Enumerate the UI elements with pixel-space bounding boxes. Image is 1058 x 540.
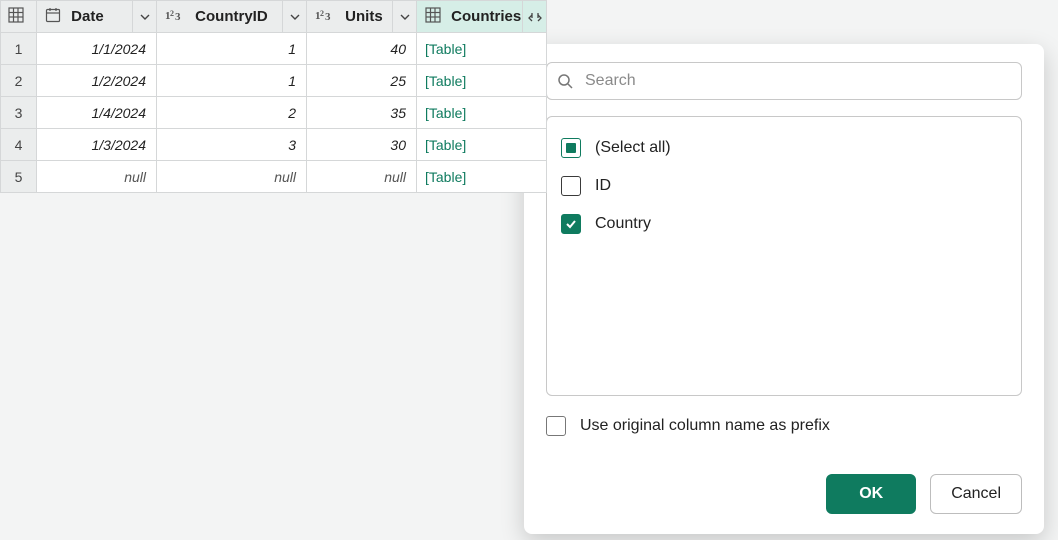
expand-icon — [528, 11, 542, 23]
option-label: Country — [595, 215, 651, 233]
cell-units[interactable]: null — [307, 161, 417, 193]
option-label: ID — [595, 177, 611, 195]
column-filter-button[interactable] — [282, 1, 306, 32]
column-label: Countries — [451, 8, 521, 25]
column-label: Units — [345, 8, 383, 25]
ok-button[interactable]: OK — [826, 474, 916, 514]
table-row[interactable]: 5 null null null [Table] — [1, 161, 547, 193]
column-label: CountryID — [195, 8, 268, 25]
column-select-list: (Select all) ID Country — [546, 116, 1022, 396]
cell-countryid[interactable]: null — [157, 161, 307, 193]
expand-column-button[interactable] — [522, 1, 546, 32]
expand-column-popup: (Select all) ID Country Use original col… — [524, 44, 1044, 534]
cell-countries[interactable]: [Table] — [417, 129, 547, 161]
number-icon: 123 — [165, 7, 185, 27]
row-number[interactable]: 2 — [1, 65, 37, 97]
search-icon — [557, 73, 573, 89]
cell-countries[interactable]: [Table] — [417, 97, 547, 129]
column-header-countries[interactable]: Countries — [417, 1, 547, 33]
cell-date[interactable]: null — [37, 161, 157, 193]
cell-countryid[interactable]: 1 — [157, 65, 307, 97]
table-icon — [425, 7, 441, 27]
column-filter-button[interactable] — [132, 1, 156, 32]
button-label: Cancel — [951, 485, 1001, 503]
cell-units[interactable]: 35 — [307, 97, 417, 129]
cell-units[interactable]: 30 — [307, 129, 417, 161]
header-row: Date 123 CountryID 123 — [1, 1, 547, 33]
search-input[interactable] — [583, 71, 1011, 91]
cell-date[interactable]: 1/3/2024 — [37, 129, 157, 161]
calendar-icon — [45, 7, 61, 27]
cell-countryid[interactable]: 2 — [157, 97, 307, 129]
chevron-down-icon — [290, 14, 300, 20]
table-row[interactable]: 4 1/3/2024 3 30 [Table] — [1, 129, 547, 161]
cancel-button[interactable]: Cancel — [930, 474, 1022, 514]
cell-countryid[interactable]: 1 — [157, 33, 307, 65]
svg-text:2: 2 — [320, 9, 324, 18]
svg-text:3: 3 — [175, 11, 181, 23]
svg-text:3: 3 — [325, 11, 331, 23]
cell-units[interactable]: 40 — [307, 33, 417, 65]
column-header-countryid[interactable]: 123 CountryID — [157, 1, 307, 33]
select-all-rows-corner[interactable] — [1, 1, 37, 33]
number-icon: 123 — [315, 7, 335, 27]
cell-units[interactable]: 25 — [307, 65, 417, 97]
cell-date[interactable]: 1/2/2024 — [37, 65, 157, 97]
column-label: Date — [71, 8, 104, 25]
table-row[interactable]: 3 1/4/2024 2 35 [Table] — [1, 97, 547, 129]
cell-countryid[interactable]: 3 — [157, 129, 307, 161]
option-label: (Select all) — [595, 139, 671, 157]
button-label: OK — [859, 485, 883, 503]
table-icon — [8, 7, 24, 27]
prefix-label: Use original column name as prefix — [580, 417, 830, 435]
cell-date[interactable]: 1/4/2024 — [37, 97, 157, 129]
table-row[interactable]: 2 1/2/2024 1 25 [Table] — [1, 65, 547, 97]
chevron-down-icon — [140, 14, 150, 20]
search-field-wrapper[interactable] — [546, 62, 1022, 100]
option-id[interactable]: ID — [561, 167, 1007, 205]
svg-text:2: 2 — [170, 9, 174, 18]
column-header-units[interactable]: 123 Units — [307, 1, 417, 33]
checkbox-unchecked-icon[interactable] — [561, 176, 581, 196]
table-row[interactable]: 1 1/1/2024 1 40 [Table] — [1, 33, 547, 65]
dialog-buttons: OK Cancel — [546, 454, 1022, 514]
row-number[interactable]: 1 — [1, 33, 37, 65]
column-header-date[interactable]: Date — [37, 1, 157, 33]
cell-countries[interactable]: [Table] — [417, 65, 547, 97]
cell-countries[interactable]: [Table] — [417, 161, 547, 193]
chevron-down-icon — [400, 14, 410, 20]
checkbox-indeterminate-icon[interactable] — [561, 138, 581, 158]
prefix-option-row[interactable]: Use original column name as prefix — [546, 416, 1022, 436]
checkbox-unchecked-icon[interactable] — [546, 416, 566, 436]
column-filter-button[interactable] — [392, 1, 416, 32]
checkbox-checked-icon[interactable] — [561, 214, 581, 234]
row-number[interactable]: 5 — [1, 161, 37, 193]
cell-countries[interactable]: [Table] — [417, 33, 547, 65]
row-number[interactable]: 4 — [1, 129, 37, 161]
cell-date[interactable]: 1/1/2024 — [37, 33, 157, 65]
row-number[interactable]: 3 — [1, 97, 37, 129]
option-country[interactable]: Country — [561, 205, 1007, 243]
data-table: Date 123 CountryID 123 — [0, 0, 547, 193]
option-select-all[interactable]: (Select all) — [561, 129, 1007, 167]
